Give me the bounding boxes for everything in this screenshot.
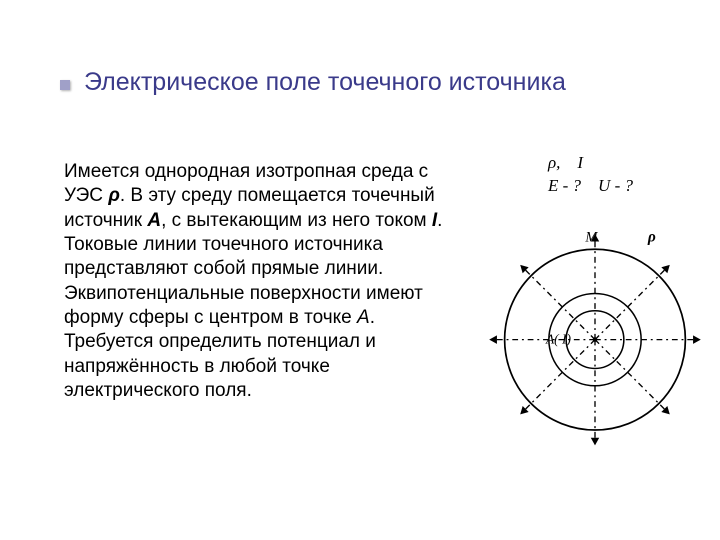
svg-text:A( I): A( I) <box>545 331 572 346</box>
formula-e: E - ? <box>548 176 581 195</box>
slide: Электрическое поле точечного источника И… <box>0 0 720 540</box>
body-span: . <box>370 307 375 328</box>
svg-text:M: M <box>584 230 598 246</box>
formula-i: I <box>577 153 583 172</box>
body-span: , с вытекающим из него током <box>161 210 432 231</box>
rho-symbol: ρ <box>108 185 120 206</box>
slide-title: Электрическое поле точечного источника <box>84 68 566 97</box>
body-span: Требуется определить потенциал и напряжё… <box>64 331 376 401</box>
body-text: Имеется однородная изотропная среда с УЭ… <box>64 160 469 403</box>
formula-rho: ρ, <box>548 153 560 172</box>
a2-symbol: A <box>357 307 370 328</box>
given-formulas: ρ, I E - ? U - ? <box>548 152 633 198</box>
a-symbol: A <box>147 210 161 231</box>
svg-text:ρ: ρ <box>647 229 656 246</box>
point-source-diagram: Mρ A( I) <box>480 205 710 455</box>
title-bullet <box>60 80 70 90</box>
formula-u: U - ? <box>598 176 633 195</box>
